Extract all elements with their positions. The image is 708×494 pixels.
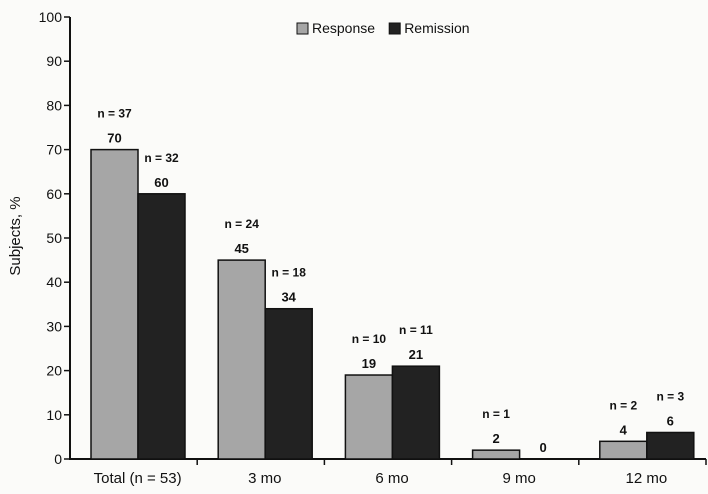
x-tick-label: 12 mo — [626, 470, 668, 487]
bar-n-label: n = 24 — [225, 217, 260, 231]
bars-group — [90, 148, 695, 460]
x-axis: Total (n = 53) 3 mo 6 mo 9 mo 12 mo — [69, 458, 707, 487]
bar-value-label: 60 — [154, 175, 168, 190]
x-tick-label: 3 mo — [248, 470, 281, 487]
bar-response — [217, 259, 266, 460]
bar-value-label: 6 — [667, 413, 674, 428]
legend-label-response: Response — [312, 20, 375, 36]
x-tick-label: Total (n = 53) — [94, 470, 182, 487]
bar-value-label: 70 — [107, 131, 121, 146]
bar-value-label: 0 — [539, 440, 546, 455]
x-tick-label: 9 mo — [503, 470, 536, 487]
y-tick-label: 70 — [46, 142, 62, 158]
y-tick-label: 40 — [46, 274, 62, 290]
legend-swatch-remission — [388, 22, 401, 35]
bar-response — [471, 449, 521, 460]
bar-remission — [264, 307, 313, 460]
bar-value-label: 34 — [281, 290, 296, 305]
bar-remission — [137, 193, 186, 460]
legend-swatch-response — [296, 22, 309, 35]
bar-n-label: n = 10 — [352, 332, 387, 346]
y-tick-label: 60 — [46, 186, 62, 202]
y-axis: 0 10 20 30 40 50 60 70 80 90 100 — [39, 9, 71, 467]
y-tick-label: 30 — [46, 318, 62, 334]
bar-value-label: 21 — [409, 347, 423, 362]
y-axis-title: Subjects, % — [7, 196, 24, 275]
y-tick-label: 10 — [46, 407, 62, 423]
legend: Response Remission — [296, 20, 470, 36]
bar-n-label: n = 32 — [144, 151, 179, 165]
bar-value-label: 2 — [492, 431, 499, 446]
bar-response — [344, 374, 394, 460]
bar-remission — [391, 365, 441, 460]
bar-n-label: n = 18 — [272, 266, 307, 280]
bar-n-label: n = 1 — [482, 407, 510, 421]
bar-response — [599, 440, 648, 460]
bar-response — [90, 148, 139, 460]
y-tick-label: 90 — [46, 53, 62, 69]
y-tick-label: 100 — [39, 9, 63, 25]
y-tick-label: 80 — [46, 97, 62, 113]
y-tick-label: 0 — [54, 451, 62, 467]
bar-n-label: n = 2 — [609, 398, 637, 412]
y-tick-label: 50 — [46, 230, 62, 246]
x-tick-label: 6 mo — [375, 470, 408, 487]
bar-value-label: 19 — [362, 356, 376, 371]
bar-remission — [646, 431, 695, 460]
legend-label-remission: Remission — [404, 20, 469, 36]
bar-n-label: n = 3 — [656, 389, 684, 403]
bar-value-label: 4 — [620, 422, 628, 437]
y-tick-label: 20 — [46, 363, 62, 379]
bar-value-label: 45 — [234, 241, 248, 256]
bar-n-label: n = 11 — [399, 323, 433, 337]
bar-n-label: n = 37 — [97, 107, 132, 121]
